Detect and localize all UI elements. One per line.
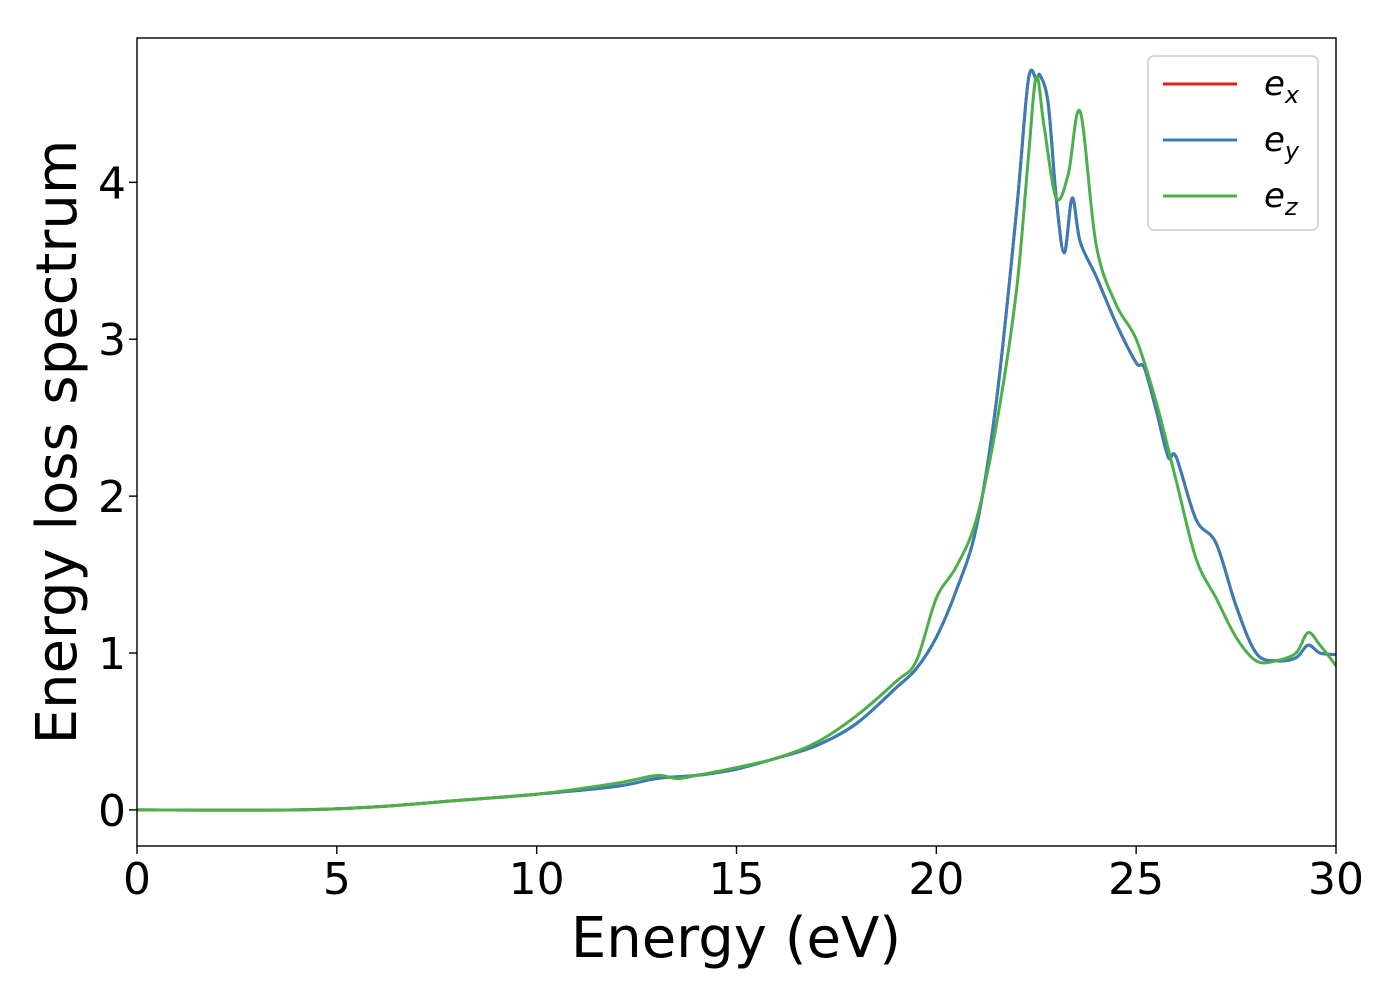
legend-label-e-z: ez — [1264, 176, 1299, 221]
legend-entries: ex ey ez — [1163, 64, 1300, 221]
x-axis-ticks: 0 5 10 15 20 25 30 — [123, 846, 1364, 905]
y-axis-ticks: 0 1 2 3 4 — [98, 158, 137, 837]
x-tick-label: 0 — [123, 854, 151, 905]
x-tick-label: 10 — [509, 854, 565, 905]
x-tick-label: 30 — [1308, 854, 1364, 905]
plot-area — [137, 38, 1336, 846]
y-axis-label: Energy loss spectrum — [25, 140, 90, 745]
x-tick-label: 20 — [908, 854, 964, 905]
legend: ex ey ez — [1147, 55, 1319, 231]
y-tick-label: 1 — [98, 629, 126, 680]
y-tick-label: 0 — [98, 786, 126, 837]
y-tick-label: 4 — [98, 158, 126, 209]
x-tick-label: 5 — [323, 854, 351, 905]
legend-box — [1147, 55, 1319, 231]
x-axis-label: Energy (eV) — [571, 906, 901, 971]
x-tick-label: 15 — [709, 854, 765, 905]
legend-label-e-y: ey — [1264, 120, 1300, 165]
legend-label-e-x: ex — [1264, 64, 1300, 109]
y-tick-label: 2 — [98, 472, 126, 523]
y-tick-label: 3 — [98, 315, 126, 366]
x-tick-label: 25 — [1108, 854, 1164, 905]
series-layer — [137, 68, 1336, 812]
series-line-e-z — [137, 75, 1336, 812]
